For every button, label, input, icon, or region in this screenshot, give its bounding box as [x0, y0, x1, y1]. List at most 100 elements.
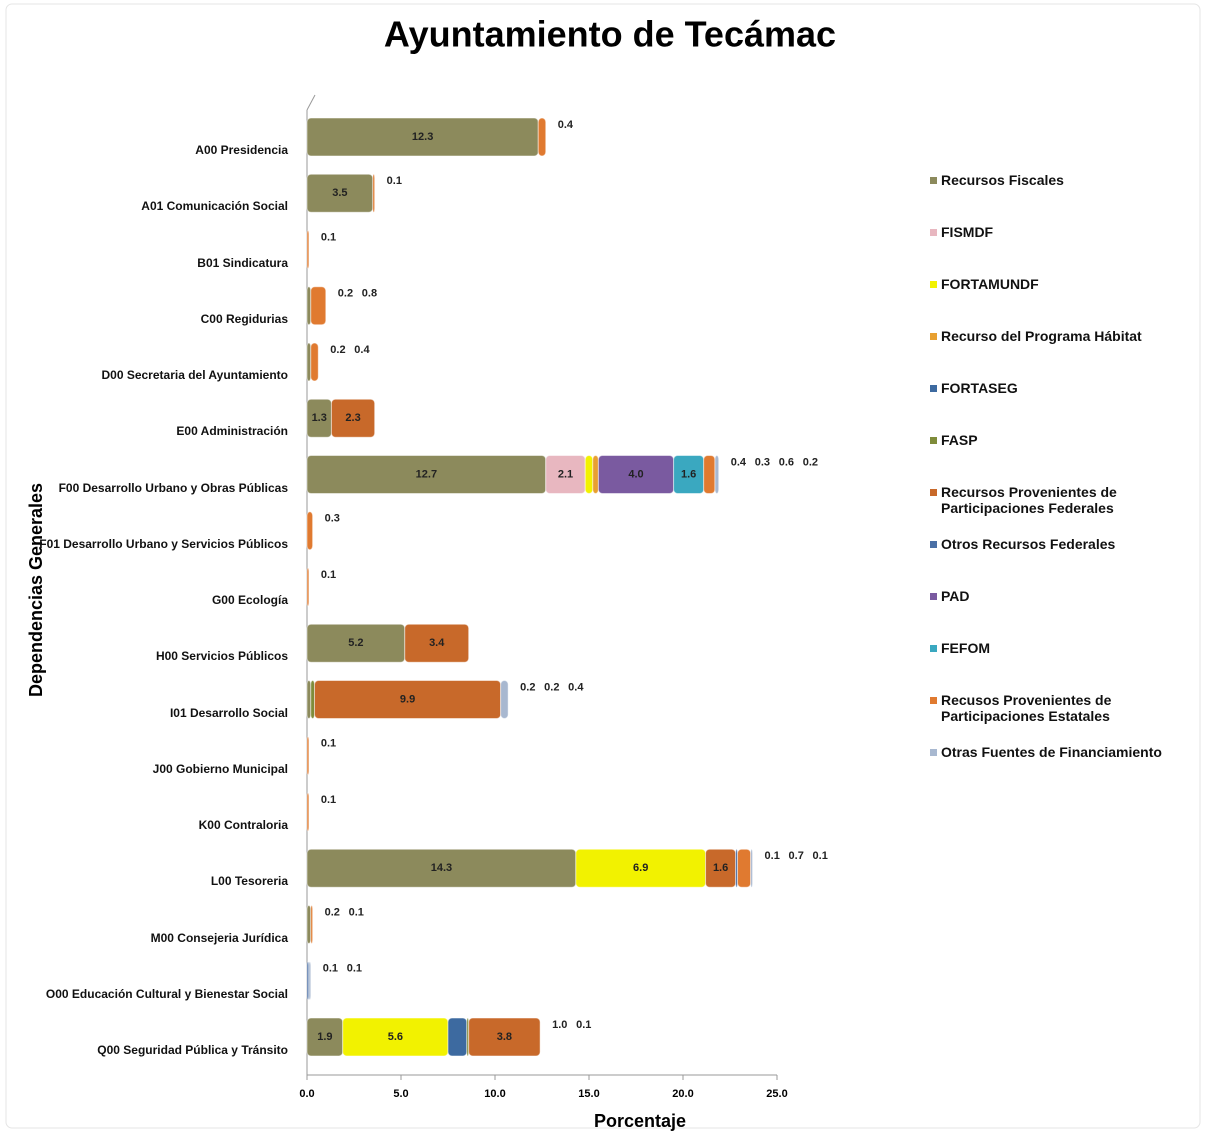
category-label: B01 Sindicatura	[197, 255, 288, 270]
legend-swatch	[930, 749, 937, 756]
x-tick-label: 20.0	[672, 1088, 693, 1100]
category-label: D00 Secretaria del Ayuntamiento	[101, 368, 288, 382]
data-label: 0.3	[325, 513, 340, 525]
data-label: 3.8	[497, 1031, 512, 1043]
category-label: H00 Servicios Públicos	[155, 649, 288, 664]
data-label: 9.9	[400, 693, 415, 705]
data-label: 1.6	[713, 862, 728, 874]
bar-segment	[703, 455, 716, 494]
data-label: 0.2	[330, 344, 345, 356]
category-label: O00 Educación Cultural y Bienestar Socia…	[45, 986, 288, 1001]
bar-segment	[306, 567, 310, 607]
legend-item: Recursos Provenientes de Participaciones…	[930, 484, 1200, 536]
bar-segment	[306, 286, 312, 326]
x-tick-label: 25.0	[766, 1088, 787, 1100]
legend-label: Recursos Provenientes de Participaciones…	[941, 484, 1117, 516]
legend-item: Otros Recursos Federales	[930, 536, 1200, 588]
bar-segment	[500, 680, 509, 719]
legend-label: FISMDF	[941, 224, 994, 240]
data-label: 0.4	[558, 119, 574, 131]
legend-swatch	[930, 333, 937, 340]
bar-segment	[447, 1017, 468, 1057]
data-label: 0.1	[321, 231, 336, 243]
x-axis-title: Porcentaje	[594, 1111, 686, 1131]
legend-swatch	[930, 489, 937, 496]
data-label: 3.4	[429, 637, 445, 649]
data-label: 6.9	[633, 862, 648, 874]
bar-segment	[310, 342, 319, 382]
bar-segment	[404, 623, 470, 663]
bar-segment	[306, 230, 310, 269]
data-label: 0.3	[755, 456, 770, 468]
category-label: F00 Desarrollo Urbano y Obras Públicas	[58, 480, 288, 495]
legend-label: Recusos Provenientes de Participaciones …	[941, 692, 1112, 724]
legend-label: Recurso del Programa Hábitat	[941, 328, 1142, 344]
bar-segment	[737, 848, 752, 888]
legend-label: FASP	[941, 432, 978, 448]
data-label: 0.8	[362, 288, 377, 300]
data-label: 0.1	[576, 1019, 591, 1031]
legend-label: Otras Fuentes de Financiamiento	[941, 744, 1162, 760]
data-label: 2.1	[558, 468, 573, 480]
bar-segment	[750, 848, 754, 888]
data-label: 1.0	[552, 1019, 567, 1031]
data-label: 2.3	[345, 412, 360, 424]
x-tick-label: 15.0	[578, 1088, 599, 1100]
frame	[5, 3, 1201, 1129]
legend-swatch	[930, 229, 937, 236]
legend-item: Otras Fuentes de Financiamiento	[930, 744, 1200, 796]
legend-item: FORTAMUNDF	[930, 276, 1200, 328]
legend-label: FORTAMUNDF	[941, 276, 1039, 292]
category-label: I01 Desarrollo Social	[169, 705, 288, 720]
bar-segment	[310, 680, 316, 719]
data-label: 0.4	[354, 344, 370, 356]
x-tick-label: 10.0	[484, 1088, 505, 1100]
data-label: 1.9	[317, 1031, 332, 1043]
bar-segment	[308, 961, 312, 1001]
category-label: A01 Comunicación Social	[141, 199, 288, 214]
x-tick-label: 0.0	[299, 1088, 314, 1100]
legend-swatch	[930, 177, 937, 184]
category-label: E00 Administración	[176, 424, 288, 439]
category-label: L00 Tesoreria	[210, 874, 288, 889]
bar-segment	[306, 736, 310, 776]
data-label: 12.7	[416, 468, 437, 480]
bar-segment	[537, 117, 547, 157]
legend-swatch	[930, 645, 937, 652]
data-label: 0.7	[789, 850, 804, 862]
data-label: 3.5	[332, 187, 347, 199]
legend: Recursos Fiscales FISMDF FORTAMUNDF Recurso…	[930, 172, 1200, 796]
data-label: 14.3	[431, 862, 452, 874]
bar-segment	[306, 342, 312, 382]
data-label: 0.1	[347, 963, 362, 975]
legend-swatch	[930, 385, 937, 392]
legend-item: FORTASEG	[930, 380, 1200, 432]
data-label: 0.1	[387, 175, 402, 187]
data-label: 0.4	[568, 681, 584, 693]
bar-segment	[306, 905, 312, 944]
axis-depth	[306, 94, 316, 111]
legend-item: Recusos Provenientes de Participaciones …	[930, 692, 1200, 744]
bar-segment	[714, 455, 720, 494]
legend-label: Recursos Fiscales	[941, 172, 1064, 188]
category-label: Q00 Seguridad Pública y Tránsito	[97, 1043, 288, 1057]
chart-title: Ayuntamiento de Tecámac	[384, 14, 836, 55]
bar-segment	[468, 1017, 541, 1057]
data-label: 5.2	[348, 637, 363, 649]
data-label: 0.2	[520, 681, 535, 693]
legend-item: FASP	[930, 432, 1200, 484]
data-label: 1.6	[681, 468, 696, 480]
data-label: 0.6	[779, 456, 794, 468]
legend-swatch	[930, 541, 937, 548]
data-label: 0.2	[803, 456, 818, 468]
legend-item: FEFOM	[930, 640, 1200, 692]
legend-swatch	[930, 281, 937, 288]
bar-segment	[306, 680, 312, 719]
data-label: 0.4	[731, 456, 747, 468]
category-label: A00 Presidencia	[195, 143, 288, 157]
data-label: 4.0	[628, 468, 643, 480]
category-label: F01 Desarrollo Urbano y Servicios Públic…	[39, 536, 288, 551]
legend-item: Recurso del Programa Hábitat	[930, 328, 1200, 380]
